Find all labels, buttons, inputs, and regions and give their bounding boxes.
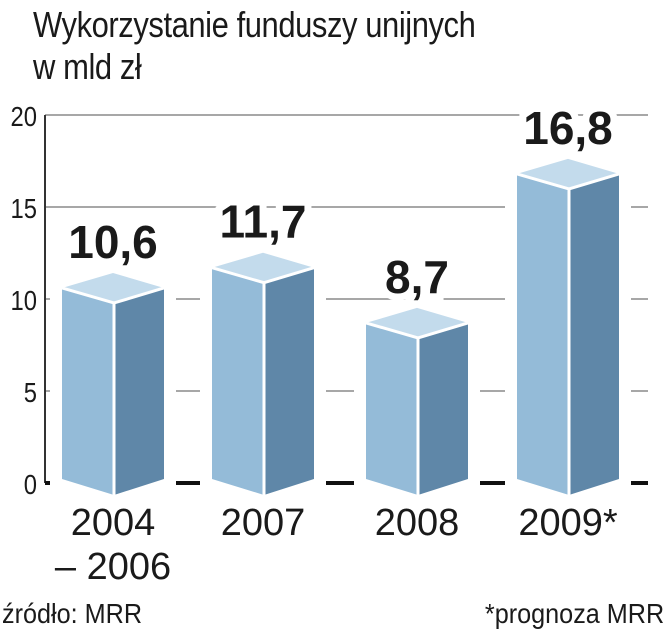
- bar-front-face: [212, 267, 264, 495]
- value-label: 8,7: [385, 251, 449, 303]
- bar-2: [354, 307, 480, 497]
- bar-side-face: [418, 322, 468, 495]
- value-label: 10,6: [68, 216, 158, 268]
- bar-3: [505, 158, 631, 497]
- bar-front-face: [366, 322, 418, 495]
- chart-subtitle: w mld zł: [33, 46, 142, 87]
- bar-front-face: [62, 287, 114, 495]
- bar-side-face: [264, 267, 314, 495]
- x-tick-label: 2007: [221, 502, 306, 544]
- bar-side-face: [114, 287, 164, 495]
- y-tick-label: 5: [24, 376, 37, 408]
- x-tick-label: – 2006: [55, 546, 171, 588]
- y-tick-label: 0: [24, 468, 37, 500]
- y-tick-label: 20: [11, 100, 37, 132]
- forecast-note: *prognoza MRR: [484, 598, 664, 629]
- x-tick-label: 2009*: [518, 502, 618, 544]
- value-label: 11,7: [220, 196, 307, 248]
- chart-title: Wykorzystanie funduszy unijnych: [33, 4, 476, 45]
- bar-front-face: [517, 173, 569, 495]
- x-tick-label: 2004: [71, 502, 156, 544]
- y-tick-label: 15: [11, 192, 37, 224]
- bar-chart: 0 5 10 15 20 10,6 2004– 2006 11,7 2007 8,7 2008 16,…: [10, 100, 648, 588]
- x-tick-label: 2008: [375, 502, 460, 544]
- source-note: źródło: MRR: [2, 598, 143, 629]
- bar-1: [200, 252, 326, 497]
- y-tick-label: 10: [11, 284, 37, 316]
- value-label: 16,8: [523, 102, 613, 154]
- bar-side-face: [569, 173, 619, 495]
- bar-0: [50, 272, 176, 497]
